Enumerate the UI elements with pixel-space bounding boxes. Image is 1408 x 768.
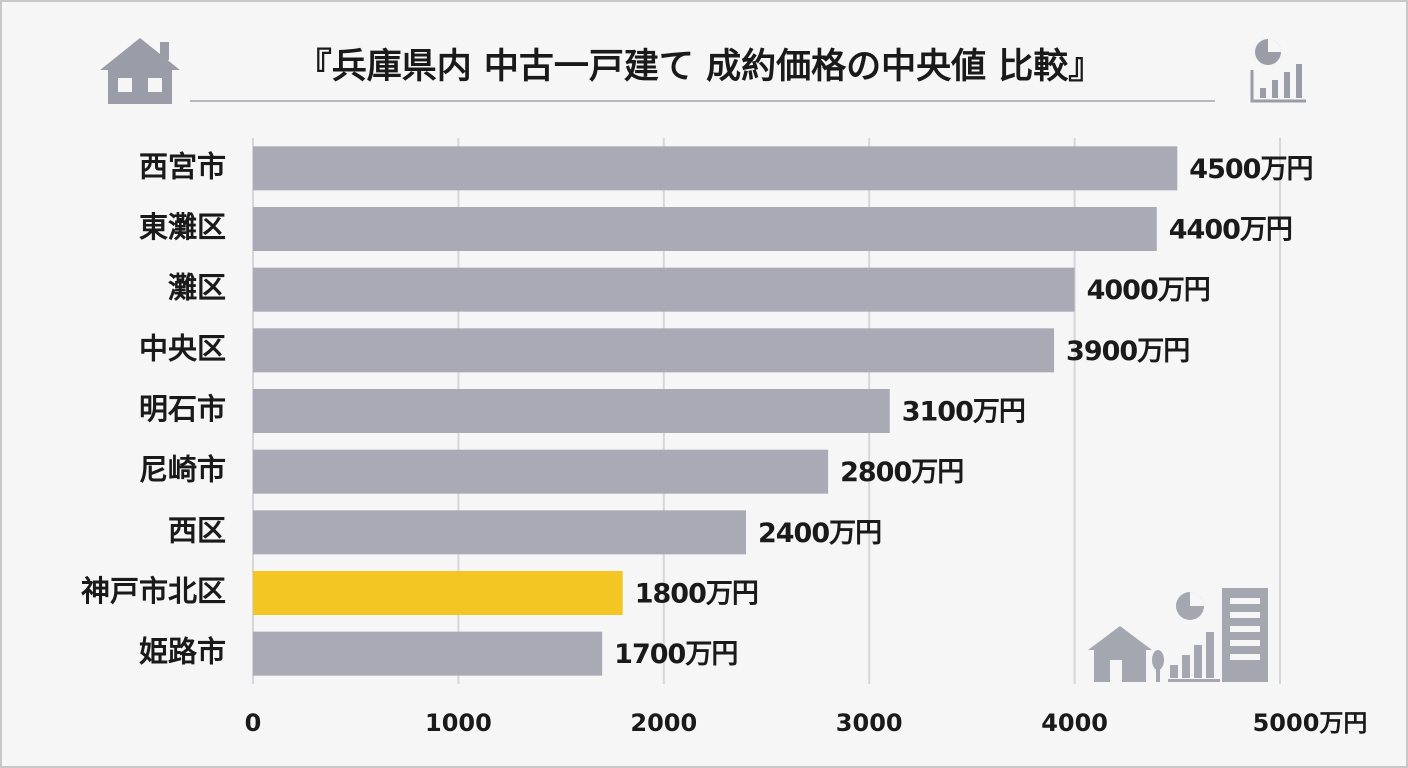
value-label: 4500万円 [1189, 154, 1312, 185]
y-tick-label: 神戸市北区 [81, 574, 226, 608]
bar [253, 449, 829, 494]
value-label: 3100万円 [902, 397, 1025, 428]
y-tick-label: 西宮市 [139, 149, 226, 183]
y-tick-label: 尼崎市 [139, 453, 226, 487]
value-label: 1700万円 [614, 639, 737, 670]
bar [253, 207, 1157, 251]
x-tick-label: 3000 [836, 709, 903, 737]
chart-title: 『兵庫県内 中古一戸建て 成約価格の中央値 比較』 [297, 47, 1104, 87]
x-tick-label: 4000 [1041, 709, 1108, 737]
bar [253, 510, 746, 555]
y-tick-label: 東灘区 [139, 210, 226, 244]
x-tick-label: 5000万円 [1253, 709, 1368, 737]
bar [253, 267, 1075, 312]
value-label: 1800万円 [635, 579, 758, 610]
bar [253, 571, 623, 615]
decoration [1088, 588, 1268, 682]
x-tick-label: 1000 [425, 709, 492, 737]
x-tick-label: 2000 [630, 709, 697, 737]
value-label: 3900万円 [1066, 336, 1189, 367]
y-tick-label: 灘区 [168, 271, 226, 305]
bar [253, 146, 1178, 191]
value-label: 2800万円 [840, 457, 963, 488]
y-tick-label: 姫路市 [139, 635, 226, 669]
chart-icon [1250, 39, 1306, 103]
bar [253, 328, 1055, 373]
y-tick-label: 西区 [168, 513, 226, 547]
bar [253, 389, 890, 433]
y-tick-label: 中央区 [139, 331, 226, 365]
bar [253, 631, 603, 676]
value-label: 4400万円 [1169, 215, 1292, 246]
house-icon [100, 38, 180, 104]
x-tick-label: 0 [245, 709, 262, 737]
y-tick-label: 明石市 [139, 392, 226, 426]
value-label: 4000万円 [1087, 275, 1210, 306]
value-label: 2400万円 [758, 518, 881, 549]
